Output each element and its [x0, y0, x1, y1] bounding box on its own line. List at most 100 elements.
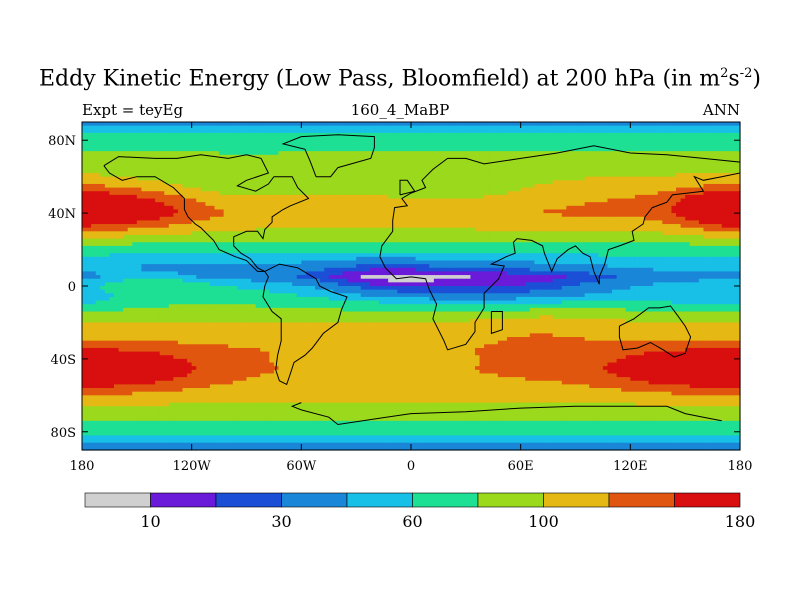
field-cell	[424, 242, 430, 247]
field-cell	[442, 176, 449, 181]
field-cell	[708, 242, 714, 247]
field-cell	[273, 176, 280, 181]
field-cell	[561, 231, 567, 236]
field-cell	[529, 140, 535, 145]
field-cell	[676, 154, 682, 160]
field-cell	[694, 169, 700, 174]
field-cell	[438, 180, 444, 185]
field-cell	[91, 187, 97, 192]
field-cell	[584, 132, 590, 138]
field-cell	[113, 194, 120, 200]
field-cell	[287, 238, 293, 243]
field-cell	[177, 143, 184, 149]
field-cell	[273, 169, 280, 174]
field-cell	[671, 136, 677, 141]
field-cell	[543, 140, 549, 145]
field-cell	[260, 224, 266, 229]
field-cell	[497, 132, 503, 138]
field-cell	[680, 136, 686, 141]
field-cell	[671, 122, 677, 127]
field-cell	[292, 194, 298, 200]
field-cell	[209, 165, 216, 170]
field-cell	[580, 147, 586, 152]
field-cell	[301, 209, 307, 214]
field-cell	[698, 227, 705, 232]
field-cell	[442, 205, 449, 211]
field-cell	[383, 242, 389, 247]
field-cell	[712, 227, 718, 232]
field-cell	[278, 151, 284, 156]
field-cell	[666, 176, 673, 181]
field-cell	[401, 238, 408, 243]
field-cell	[511, 125, 517, 130]
field-cell	[712, 202, 718, 207]
field-cell	[141, 242, 147, 247]
field-cell	[155, 194, 161, 200]
field-cell	[379, 242, 385, 247]
field-cell	[721, 169, 727, 174]
field-cell	[228, 176, 234, 181]
field-cell	[511, 194, 517, 200]
field-cell	[488, 158, 494, 163]
field-cell	[676, 234, 682, 240]
field-cell	[82, 245, 88, 251]
field-cell	[479, 245, 485, 251]
field-cell	[296, 173, 302, 178]
field-cell	[251, 194, 257, 200]
field-cell	[241, 180, 248, 185]
field-cell	[296, 245, 302, 251]
field-cell	[164, 216, 170, 221]
field-cell	[356, 151, 362, 156]
field-cell	[411, 147, 417, 152]
field-cell	[525, 125, 531, 130]
field-cell	[287, 154, 293, 160]
field-cell	[228, 227, 234, 232]
field-cell	[625, 180, 631, 185]
field-cell	[575, 176, 581, 181]
field-cell	[735, 165, 741, 170]
field-cell	[506, 143, 513, 149]
field-cell	[123, 202, 129, 207]
field-cell	[383, 162, 389, 167]
field-cell	[557, 238, 563, 243]
field-cell	[584, 205, 590, 211]
field-cell	[511, 143, 517, 149]
field-cell	[735, 122, 741, 127]
field-cell	[401, 169, 408, 174]
field-cell	[360, 169, 366, 174]
field-cell	[388, 162, 394, 167]
field-cell	[442, 183, 449, 189]
field-cell	[324, 231, 330, 236]
field-cell	[392, 154, 398, 160]
field-cell	[86, 198, 92, 203]
field-cell	[452, 125, 458, 130]
field-cell	[662, 151, 668, 156]
field-cell	[520, 173, 526, 178]
field-cell	[616, 158, 622, 163]
field-cell	[502, 176, 508, 181]
field-cell	[589, 202, 595, 207]
field-cell	[639, 209, 645, 214]
field-cell	[397, 231, 403, 236]
field-cell	[328, 238, 334, 243]
field-cell	[379, 173, 385, 178]
field-cell	[123, 245, 129, 251]
field-cell	[401, 165, 408, 170]
field-cell	[644, 187, 650, 192]
field-cell	[456, 136, 462, 141]
field-cell	[657, 209, 663, 214]
field-cell	[584, 194, 590, 200]
field-cell	[474, 198, 481, 203]
field-cell	[379, 147, 385, 152]
field-cell	[264, 122, 270, 127]
field-cell	[86, 169, 92, 174]
field-cell	[593, 202, 599, 207]
field-cell	[602, 231, 609, 236]
field-cell	[621, 165, 627, 170]
field-cell	[479, 143, 485, 149]
field-cell	[219, 213, 225, 218]
field-cell	[351, 194, 357, 200]
field-cell	[278, 194, 284, 200]
field-cell	[232, 198, 238, 203]
field-cell	[708, 136, 714, 141]
